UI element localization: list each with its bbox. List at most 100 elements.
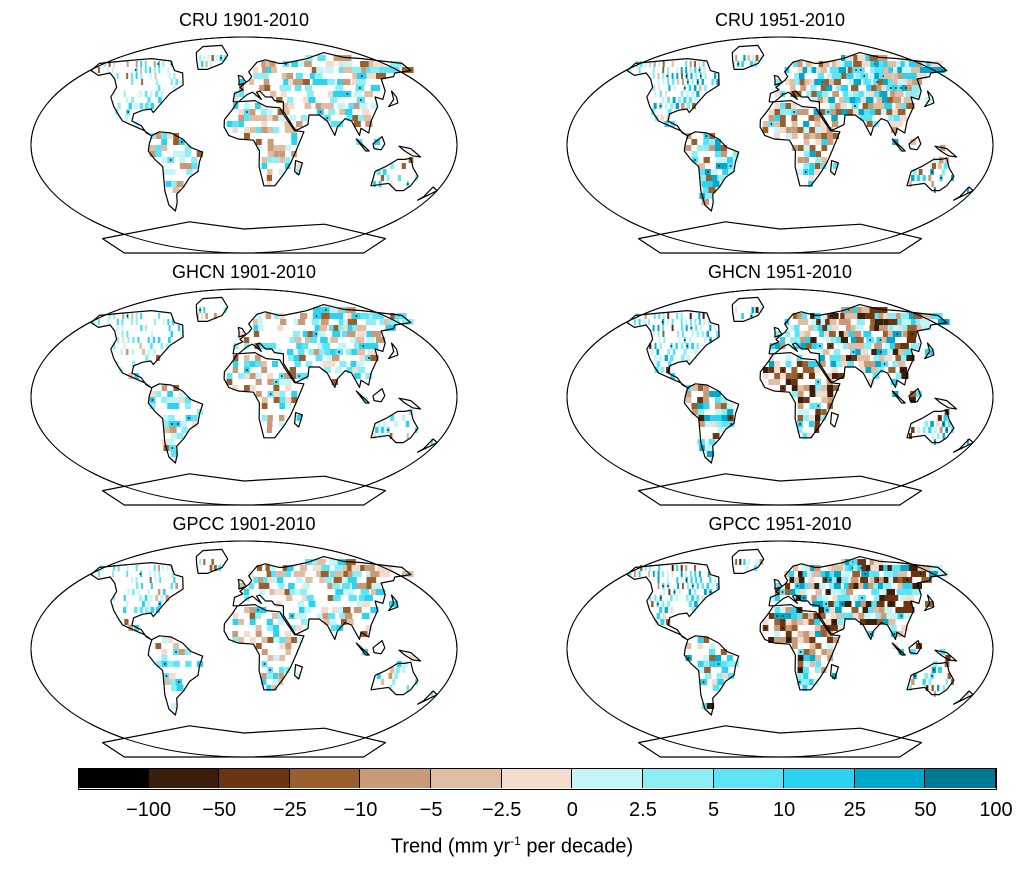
trend-cell (320, 337, 328, 343)
trend-cell (149, 571, 152, 577)
trend-cell (706, 331, 709, 337)
trend-cell (895, 343, 904, 349)
trend-cell (803, 157, 810, 163)
map-panel-gpcc-1951: GPCC 1951-2010 (560, 514, 1000, 764)
significance-dot (818, 321, 821, 323)
trend-cell (835, 589, 843, 595)
trend-cell (678, 589, 681, 595)
trend-cell (791, 103, 797, 109)
trend-cell (291, 139, 298, 145)
trend-cell (176, 433, 184, 439)
trend-cell (830, 337, 838, 343)
trend-cell (815, 139, 822, 145)
trend-cell (851, 355, 859, 361)
trend-cell (785, 361, 792, 367)
significance-dot (869, 633, 872, 635)
trend-cell (290, 373, 297, 379)
trend-cell (889, 595, 899, 601)
trend-cell (649, 61, 652, 67)
trend-cell (147, 349, 151, 355)
significance-dot (750, 315, 753, 317)
coastline (908, 135, 922, 151)
trend-cell (173, 73, 176, 79)
legend-tick-label: −100 (126, 799, 172, 821)
trend-cell (686, 355, 691, 361)
trend-cell (161, 157, 169, 163)
significance-dot (698, 69, 701, 71)
trend-cell (279, 643, 286, 649)
trend-cell (768, 379, 775, 385)
significance-dot (900, 615, 903, 617)
trend-cell (811, 343, 818, 349)
trend-cell (178, 325, 181, 331)
trend-cell (329, 619, 337, 625)
trend-cell (670, 607, 674, 613)
trend-cell (301, 619, 308, 625)
coastline (223, 351, 305, 439)
trend-cell (287, 565, 294, 571)
trend-cell (266, 181, 272, 187)
trend-cell (685, 565, 688, 571)
trend-cell (814, 121, 821, 127)
trend-cell (966, 439, 969, 445)
trend-cell (715, 655, 722, 661)
trend-cell (909, 433, 912, 439)
significance-dot (890, 603, 893, 605)
trend-cell (155, 643, 162, 649)
trend-cell (652, 331, 655, 337)
trend-cell (649, 565, 652, 571)
trend-cell (892, 97, 901, 103)
trend-cell (809, 385, 816, 391)
trend-cell (144, 91, 148, 97)
trend-cell (870, 565, 880, 571)
trend-cell (279, 391, 286, 397)
significance-dot (151, 399, 154, 401)
trend-cell (835, 61, 844, 67)
significance-dot (854, 105, 856, 107)
coastline (683, 383, 740, 464)
trend-cell (882, 331, 892, 337)
legend-bin (219, 768, 290, 788)
legend-tick-label: 2.5 (629, 799, 657, 821)
trend-cell (871, 601, 879, 607)
trend-cell (299, 313, 308, 319)
trend-cell (173, 397, 179, 403)
trend-cell (660, 367, 665, 373)
trend-cell (703, 385, 710, 391)
trend-cell (702, 61, 705, 67)
trend-cell (164, 427, 172, 433)
trend-cell (841, 73, 849, 79)
trend-cell (853, 583, 862, 589)
trend-cell (155, 79, 158, 85)
trend-cell (683, 97, 687, 103)
trend-cell (815, 385, 822, 391)
trend-cell (169, 679, 177, 685)
trend-cell (672, 349, 676, 355)
trend-cell (680, 319, 683, 325)
trend-cell (265, 565, 272, 571)
coastline (90, 58, 184, 137)
trend-cell (288, 103, 295, 109)
coastline (891, 642, 906, 656)
trend-cell (851, 607, 859, 613)
trend-cell (662, 331, 665, 337)
trend-cell (848, 331, 857, 337)
trend-cell (706, 451, 715, 457)
trend-cell (253, 67, 259, 73)
trend-cell (153, 565, 156, 571)
trend-cell (167, 439, 175, 445)
trend-cell (167, 337, 171, 343)
trend-cell (797, 397, 804, 403)
trend-cell (401, 319, 414, 325)
trend-cell (853, 313, 862, 319)
trend-cell (662, 325, 665, 331)
trend-cell (163, 445, 171, 451)
trend-cell (356, 601, 365, 607)
trend-cell (656, 349, 660, 355)
trend-cell (668, 85, 671, 91)
trend-cell (862, 607, 870, 613)
trend-cell (855, 601, 863, 607)
significance-dot (841, 603, 844, 605)
trend-cell (317, 313, 326, 319)
trend-cell (293, 571, 301, 577)
